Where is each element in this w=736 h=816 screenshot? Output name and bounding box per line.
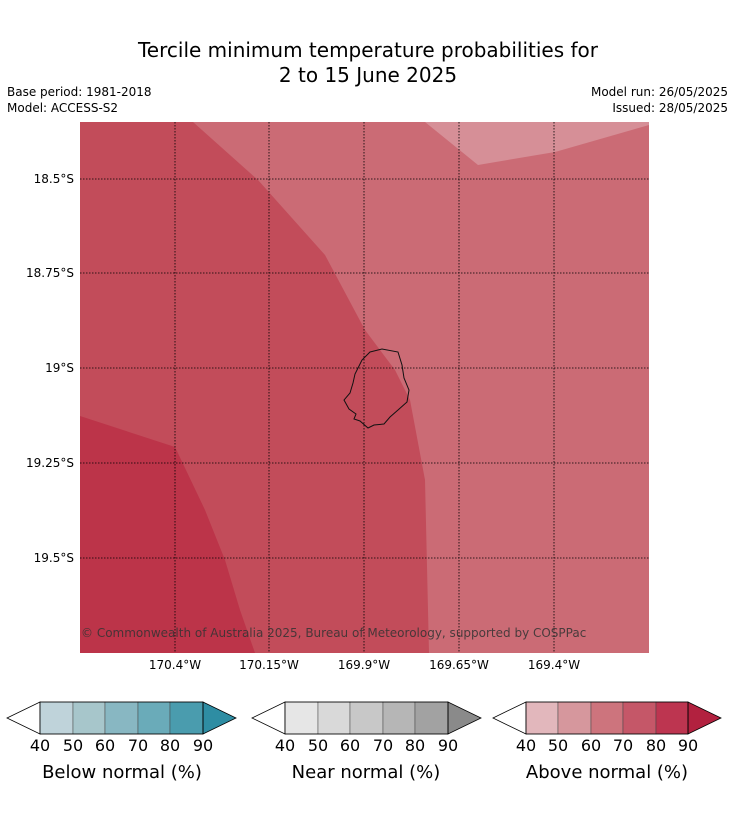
lat-label-19-25s: 19.25°S xyxy=(26,456,74,470)
lon-label-170-15w: 170.15°W xyxy=(239,658,299,672)
colorbar-below-bin-2 xyxy=(72,701,106,735)
lat-label-18-5s: 18.5°S xyxy=(34,172,74,186)
colorbar-below-bin-4 xyxy=(137,701,171,735)
lon-label-169-65w: 169.65°W xyxy=(429,658,489,672)
map-title: Tercile minimum temperature probabilitie… xyxy=(0,38,736,88)
colorbar-near-bin-4 xyxy=(382,701,416,735)
colorbar-above-tick-50: 50 xyxy=(548,736,568,755)
colorbar-above-high-extend xyxy=(687,701,722,735)
graticule xyxy=(80,122,649,653)
lat-label-18-75s: 18.75°S xyxy=(26,266,74,280)
colorbar-near-tick-90: 90 xyxy=(438,736,458,755)
lon-label-170-4w: 170.4°W xyxy=(149,658,201,672)
colorbar-below-frame xyxy=(39,701,204,735)
colorbar-near-tick-40: 40 xyxy=(275,736,295,755)
colorbar-near-normal: 40 50 60 70 80 90 Near normal (%) xyxy=(251,701,482,783)
colorbar-above-frame xyxy=(525,701,689,735)
colorbar-near-high-extend xyxy=(447,701,482,735)
latitude-labels: 18.5°S 18.75°S 19°S 19.25°S 19.5°S xyxy=(26,172,74,565)
colorbar-above-low-extend xyxy=(492,701,527,735)
colorbar-near-title: Near normal (%) xyxy=(292,762,441,783)
colorbar-near-tick-60: 60 xyxy=(340,736,360,755)
colorbar-below-tick-70: 70 xyxy=(128,736,148,755)
colorbar-below-bin-1 xyxy=(39,701,74,735)
colorbar-below-tick-80: 80 xyxy=(160,736,180,755)
title-line-2: 2 to 15 June 2025 xyxy=(278,63,458,87)
colorbar-near-frame xyxy=(284,701,449,735)
colorbar-above-tick-40: 40 xyxy=(516,736,536,755)
issued-date: Issued: 28/05/2025 xyxy=(612,101,728,115)
colorbar-above-title: Above normal (%) xyxy=(526,762,688,783)
colorbar-above-tick-80: 80 xyxy=(646,736,666,755)
region-80-90 xyxy=(80,416,255,653)
colorbar-near-low-extend xyxy=(251,701,286,735)
region-60-70 xyxy=(193,122,649,653)
colorbar-near-bin-5 xyxy=(414,701,449,735)
colorbar-near-tick-70: 70 xyxy=(373,736,393,755)
colorbar-above-tick-90: 90 xyxy=(678,736,698,755)
copyright-notice: © Commonwealth of Australia 2025, Bureau… xyxy=(81,626,586,640)
info-left: Base period: 1981-2018 Model: ACCESS-S2 xyxy=(7,84,152,116)
probability-field xyxy=(80,122,649,653)
colorbar-below-title: Below normal (%) xyxy=(42,762,202,783)
base-period: Base period: 1981-2018 xyxy=(7,85,152,99)
colorbar-below-tick-60: 60 xyxy=(95,736,115,755)
colorbar-below-tick-90: 90 xyxy=(193,736,213,755)
longitude-labels: 170.4°W 170.15°W 169.9°W 169.65°W 169.4°… xyxy=(149,658,580,672)
colorbar-below-tick-40: 40 xyxy=(30,736,50,755)
colorbar-above-bin-2 xyxy=(557,701,592,735)
colorbar-below-low-extend xyxy=(6,701,41,735)
colorbar-near-tick-80: 80 xyxy=(405,736,425,755)
lon-label-169-4w: 169.4°W xyxy=(528,658,580,672)
colorbar-above-bin-5 xyxy=(655,701,689,735)
colorbar-below-bin-3 xyxy=(104,701,139,735)
colorbar-near-bin-3 xyxy=(349,701,384,735)
colorbar-above-bin-3 xyxy=(590,701,624,735)
colorbar-below-tick-50: 50 xyxy=(63,736,83,755)
colorbar-near-tick-50: 50 xyxy=(308,736,328,755)
model-name: Model: ACCESS-S2 xyxy=(7,101,119,115)
lat-label-19s: 19°S xyxy=(45,361,74,375)
colorbar-above-normal: 40 50 60 70 80 90 Above normal (%) xyxy=(492,701,722,783)
colorbar-above-bin-4 xyxy=(622,701,657,735)
island-coastline xyxy=(343,348,410,429)
lon-label-169-9w: 169.9°W xyxy=(338,658,390,672)
lat-label-19-5s: 19.5°S xyxy=(34,551,74,565)
region-50-60 xyxy=(425,122,649,165)
info-right: Model run: 26/05/2025 Issued: 28/05/2025 xyxy=(591,84,728,116)
colorbar-above-bin-1 xyxy=(525,701,559,735)
title-line-1: Tercile minimum temperature probabilitie… xyxy=(137,38,599,62)
colorbar-below-normal: 40 50 60 70 80 90 Below normal (%) xyxy=(6,701,237,783)
colorbar-below-bin-5 xyxy=(169,701,204,735)
colorbar-near-bin-1 xyxy=(284,701,319,735)
colorbar-above-tick-60: 60 xyxy=(581,736,601,755)
colorbar-near-bin-2 xyxy=(317,701,351,735)
colorbar-above-tick-70: 70 xyxy=(613,736,633,755)
colorbar-below-high-extend xyxy=(202,701,237,735)
model-run: Model run: 26/05/2025 xyxy=(590,85,728,99)
